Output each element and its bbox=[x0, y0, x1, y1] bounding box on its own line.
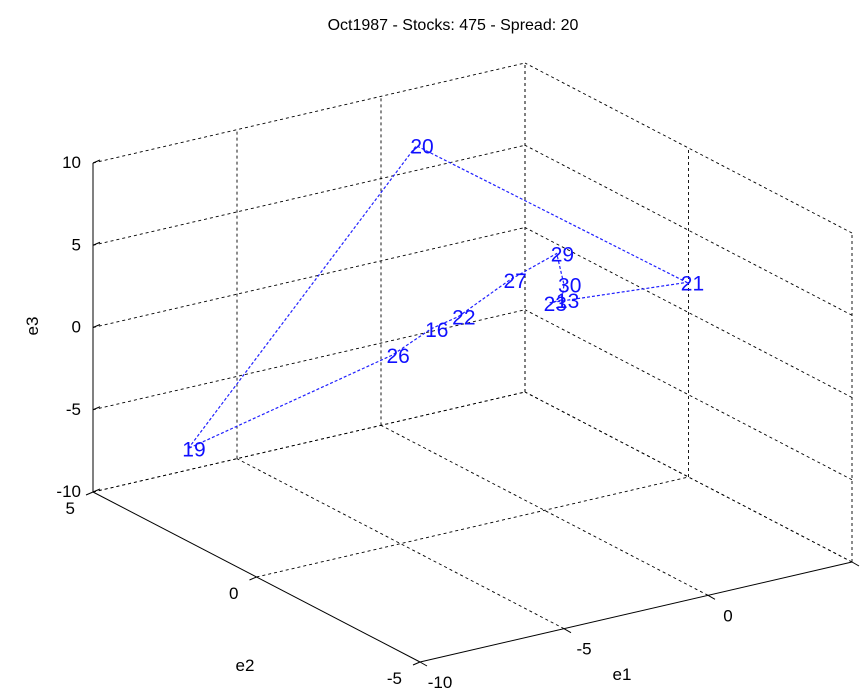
point-label-19: 19 bbox=[182, 438, 205, 461]
grid-sidewall-z bbox=[524, 391, 853, 563]
point-label-27: 27 bbox=[503, 270, 526, 293]
grid-floor-x bbox=[380, 424, 709, 596]
x-tick-label: -10 bbox=[428, 673, 453, 688]
series-line bbox=[187, 144, 689, 450]
z-tick-label: 5 bbox=[72, 235, 81, 254]
grid-sidewall-z bbox=[524, 144, 853, 316]
x-tick bbox=[419, 661, 428, 667]
x-tick-label: 0 bbox=[723, 606, 732, 625]
grid-sidewall-z bbox=[524, 309, 853, 481]
z-tick bbox=[92, 488, 101, 493]
z-tick bbox=[92, 406, 101, 411]
z-tick-label: 0 bbox=[72, 318, 81, 337]
z-tick bbox=[92, 241, 101, 246]
point-label-20: 20 bbox=[410, 136, 433, 159]
point-label-13: 13 bbox=[556, 290, 579, 313]
point-label-26: 26 bbox=[386, 345, 409, 368]
grid-sidewall-z bbox=[524, 62, 853, 234]
y-axis-label: e2 bbox=[236, 656, 255, 675]
point-label-16: 16 bbox=[425, 319, 448, 342]
z-tick bbox=[92, 324, 101, 328]
y-tick bbox=[85, 491, 94, 496]
grid-floor-y bbox=[256, 476, 689, 578]
point-label-29: 29 bbox=[551, 243, 574, 266]
point-label-22: 22 bbox=[452, 307, 475, 330]
x-axis-line bbox=[419, 561, 853, 663]
grid-backwall-z bbox=[92, 391, 526, 493]
grid-backwall-z bbox=[92, 227, 526, 328]
z-tick bbox=[92, 159, 101, 164]
x-axis-label: e1 bbox=[613, 665, 632, 684]
y-tick bbox=[412, 661, 421, 666]
chart-title: Oct1987 - Stocks: 475 - Spread: 20 bbox=[328, 17, 579, 34]
z-tick-label: 10 bbox=[62, 153, 81, 172]
y-tick-label: 0 bbox=[229, 584, 238, 603]
z-axis-label: e3 bbox=[23, 317, 42, 336]
grid-sidewall-z bbox=[524, 227, 853, 398]
grid-backwall-z bbox=[92, 62, 526, 164]
z-tick-label: -10 bbox=[56, 482, 81, 501]
z-tick-label: -5 bbox=[66, 400, 81, 419]
axes bbox=[85, 159, 860, 667]
grid-backwall-z bbox=[92, 309, 526, 411]
grid-floor-x bbox=[236, 458, 565, 630]
x-tick bbox=[707, 594, 716, 600]
x-tick bbox=[851, 561, 860, 567]
point-label-30: 30 bbox=[558, 275, 581, 298]
y-tick-label: -5 bbox=[387, 669, 402, 688]
point-label-23: 23 bbox=[544, 293, 567, 316]
point-label-21: 21 bbox=[681, 272, 704, 295]
x-tick bbox=[563, 628, 572, 634]
x-tick-label: -5 bbox=[576, 640, 591, 659]
grid-backwall-z bbox=[92, 144, 526, 246]
data-series bbox=[187, 144, 689, 450]
y-tick-label: 5 bbox=[66, 499, 75, 518]
y-tick bbox=[249, 576, 257, 581]
grid-lines bbox=[92, 62, 853, 630]
